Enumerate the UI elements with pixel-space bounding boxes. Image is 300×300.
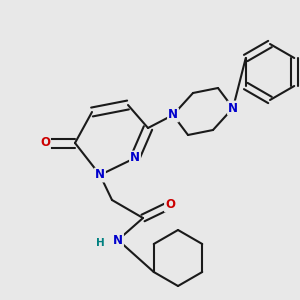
Text: N: N — [168, 109, 178, 122]
Text: O: O — [40, 136, 50, 149]
Text: N: N — [95, 169, 105, 182]
Text: O: O — [165, 199, 175, 212]
Text: H: H — [96, 238, 104, 248]
Text: N: N — [130, 152, 140, 164]
Text: N: N — [113, 233, 123, 247]
Text: N: N — [228, 101, 238, 115]
